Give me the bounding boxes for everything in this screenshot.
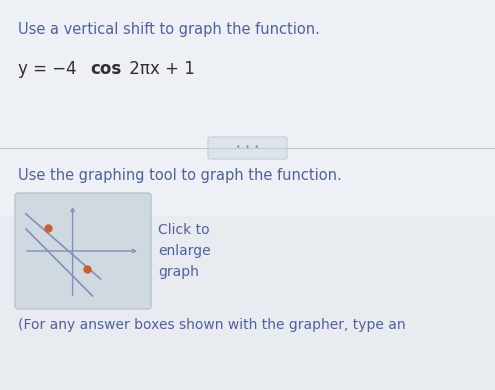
Text: Use a vertical shift to graph the function.: Use a vertical shift to graph the functi…	[18, 22, 320, 37]
FancyBboxPatch shape	[0, 0, 495, 215]
Text: 2πx + 1: 2πx + 1	[124, 60, 195, 78]
Text: cos: cos	[90, 60, 121, 78]
Text: Use the graphing tool to graph the function.: Use the graphing tool to graph the funct…	[18, 168, 342, 183]
Text: y = −4: y = −4	[18, 60, 82, 78]
FancyBboxPatch shape	[208, 137, 287, 159]
FancyBboxPatch shape	[15, 193, 151, 309]
FancyBboxPatch shape	[0, 215, 495, 390]
Text: (For any answer boxes shown with the grapher, type an: (For any answer boxes shown with the gra…	[18, 318, 405, 332]
Text: •  •  •: • • •	[236, 144, 259, 152]
Text: Click to
enlarge
graph: Click to enlarge graph	[158, 223, 211, 278]
